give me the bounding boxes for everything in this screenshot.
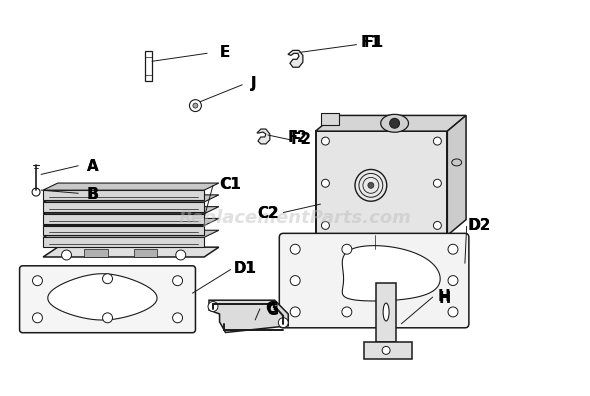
Circle shape xyxy=(368,183,374,188)
Polygon shape xyxy=(342,246,440,301)
Circle shape xyxy=(173,313,182,323)
Circle shape xyxy=(434,221,441,229)
Circle shape xyxy=(290,307,300,317)
Text: E: E xyxy=(219,45,230,60)
Polygon shape xyxy=(48,274,157,320)
Text: F1: F1 xyxy=(364,35,384,50)
Text: H: H xyxy=(438,289,451,304)
Polygon shape xyxy=(257,129,270,144)
Text: C1: C1 xyxy=(219,177,241,192)
Text: F1: F1 xyxy=(360,35,382,50)
Text: B: B xyxy=(87,187,99,202)
Circle shape xyxy=(193,103,198,108)
Text: ReplacementParts.com: ReplacementParts.com xyxy=(179,209,411,227)
Bar xyxy=(321,113,339,125)
Circle shape xyxy=(290,244,300,254)
Polygon shape xyxy=(43,190,204,200)
Text: C2: C2 xyxy=(258,206,280,221)
Circle shape xyxy=(32,276,42,286)
Text: D2: D2 xyxy=(468,218,491,233)
Polygon shape xyxy=(43,230,219,237)
Circle shape xyxy=(103,274,113,284)
Text: C2: C2 xyxy=(257,206,278,221)
Polygon shape xyxy=(316,115,466,131)
Polygon shape xyxy=(43,202,204,212)
Text: A: A xyxy=(87,159,99,174)
Bar xyxy=(145,51,152,81)
Text: G: G xyxy=(266,301,278,316)
Circle shape xyxy=(448,307,458,317)
Circle shape xyxy=(176,250,186,260)
Polygon shape xyxy=(43,214,204,224)
Circle shape xyxy=(434,179,441,187)
Polygon shape xyxy=(288,50,303,67)
Text: D2: D2 xyxy=(468,218,491,233)
Polygon shape xyxy=(447,115,466,235)
Bar xyxy=(134,249,158,257)
Circle shape xyxy=(448,244,458,254)
Circle shape xyxy=(342,307,352,317)
Polygon shape xyxy=(43,195,219,202)
Text: F2: F2 xyxy=(288,129,308,145)
Text: F2: F2 xyxy=(290,131,312,147)
Ellipse shape xyxy=(383,303,389,321)
Circle shape xyxy=(434,137,441,145)
Text: J: J xyxy=(251,76,257,91)
Circle shape xyxy=(32,313,42,323)
Circle shape xyxy=(208,302,218,312)
Bar xyxy=(84,249,107,257)
Polygon shape xyxy=(43,207,219,214)
Text: D1: D1 xyxy=(234,261,257,276)
Circle shape xyxy=(103,313,113,323)
Circle shape xyxy=(382,346,390,354)
Ellipse shape xyxy=(452,159,461,166)
Text: E: E xyxy=(219,45,230,60)
Text: G: G xyxy=(267,303,279,318)
FancyBboxPatch shape xyxy=(279,233,469,328)
Polygon shape xyxy=(376,282,396,341)
Ellipse shape xyxy=(381,114,408,132)
Text: D1: D1 xyxy=(234,261,257,276)
Polygon shape xyxy=(355,235,395,249)
Text: B: B xyxy=(87,187,99,202)
Bar xyxy=(316,131,447,235)
Circle shape xyxy=(61,250,71,260)
Text: A: A xyxy=(87,159,99,174)
Text: C1: C1 xyxy=(220,177,241,192)
Polygon shape xyxy=(43,183,219,190)
Circle shape xyxy=(322,179,329,187)
Polygon shape xyxy=(43,237,204,247)
Circle shape xyxy=(448,276,458,286)
Circle shape xyxy=(322,137,329,145)
Polygon shape xyxy=(43,226,204,235)
FancyBboxPatch shape xyxy=(19,266,195,333)
Circle shape xyxy=(322,221,329,229)
Text: J: J xyxy=(251,76,257,91)
Circle shape xyxy=(290,276,300,286)
Polygon shape xyxy=(209,300,289,333)
Circle shape xyxy=(389,118,399,128)
Circle shape xyxy=(173,276,182,286)
Polygon shape xyxy=(43,219,219,226)
Polygon shape xyxy=(365,341,412,359)
Circle shape xyxy=(342,244,352,254)
Circle shape xyxy=(278,318,289,327)
Text: H: H xyxy=(438,291,451,306)
Polygon shape xyxy=(43,247,219,257)
Circle shape xyxy=(355,169,387,201)
